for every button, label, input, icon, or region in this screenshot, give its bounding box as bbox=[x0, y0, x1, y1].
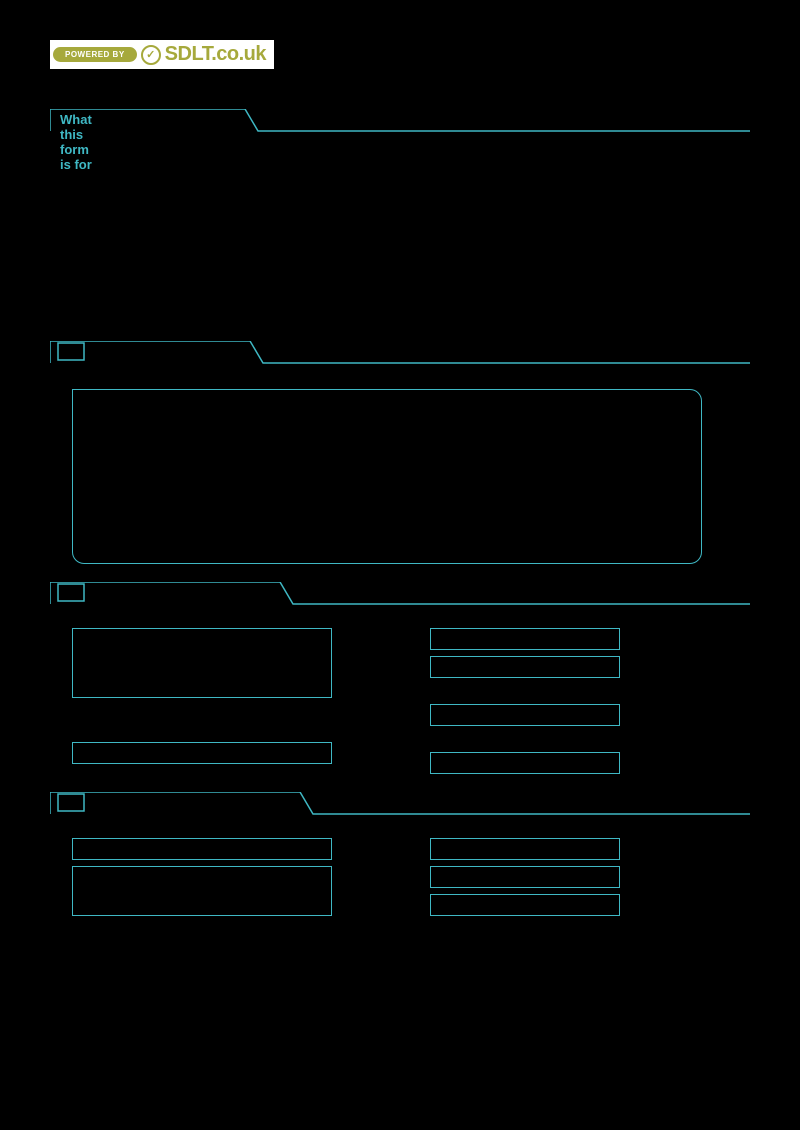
section-intro: What this form is for bbox=[50, 109, 750, 131]
section-1 bbox=[50, 341, 750, 564]
s2-right-field-3[interactable] bbox=[430, 704, 620, 726]
s2-right-field-2[interactable] bbox=[430, 656, 620, 678]
s3-right-field-1[interactable] bbox=[430, 838, 620, 860]
s2-left-field-2[interactable] bbox=[72, 742, 332, 764]
logo: POWERED BY ✓ SDLT.co.uk bbox=[50, 40, 274, 69]
powered-by-badge: POWERED BY bbox=[53, 47, 137, 62]
s3-left-field-1[interactable] bbox=[72, 838, 332, 860]
s2-right-field-1[interactable] bbox=[430, 628, 620, 650]
section-1-textarea[interactable] bbox=[72, 389, 702, 564]
section-3 bbox=[50, 792, 750, 916]
section-2 bbox=[50, 582, 750, 774]
logo-check-icon: ✓ bbox=[141, 45, 161, 65]
intro-title: What this form is for bbox=[60, 112, 92, 172]
s2-right-field-4[interactable] bbox=[430, 752, 620, 774]
s3-left-field-2[interactable] bbox=[72, 866, 332, 916]
s3-right-field-3[interactable] bbox=[430, 894, 620, 916]
logo-brand-text: SDLT.co.uk bbox=[165, 43, 266, 66]
s2-left-field-1[interactable] bbox=[72, 628, 332, 698]
s3-right-field-2[interactable] bbox=[430, 866, 620, 888]
